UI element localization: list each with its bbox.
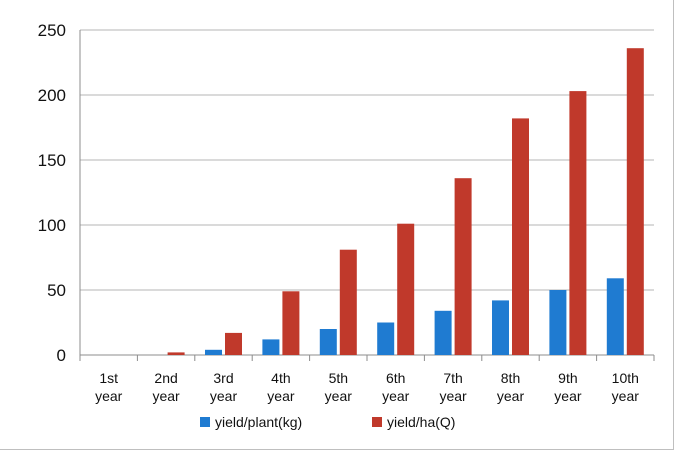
y-tick-label: 150	[38, 151, 66, 170]
bar-ha	[454, 178, 472, 355]
x-tick-label: 9th year	[554, 370, 582, 404]
bar-plant	[549, 290, 567, 355]
legend-label: yield/ha(Q)	[387, 414, 455, 430]
bar-ha	[569, 91, 587, 355]
x-tick-labels: 1st year 2nd year 3rd year 4th year 5th year 6th ye…	[95, 370, 639, 404]
bar-plant	[492, 300, 509, 355]
x-tick-label: 6th year	[382, 370, 410, 404]
y-tick-label: 200	[38, 86, 66, 105]
x-tick-label: 2nd year	[152, 370, 180, 404]
y-tick-label: 250	[38, 21, 66, 40]
y-tick-labels: 0 50 100 150 200 250	[38, 21, 66, 365]
legend: yield/plant(kg) yield/ha(Q)	[200, 414, 455, 430]
x-tick-label: 8th year	[497, 370, 525, 404]
x-tick-label: 3rd year	[210, 370, 238, 404]
bar-ha	[339, 249, 357, 355]
x-tick-label: 7th year	[439, 370, 467, 404]
legend-swatch	[372, 417, 382, 427]
bar-plant	[205, 349, 222, 355]
x-tick-label: 10th year	[612, 370, 640, 404]
bar-ha	[512, 118, 529, 356]
bar-plant	[319, 329, 337, 355]
y-tick-label: 50	[47, 281, 66, 300]
bar-ha	[626, 48, 644, 355]
bar-plant	[262, 339, 280, 355]
bar-plant	[377, 322, 395, 355]
x-tick-label: 4th year	[267, 370, 295, 404]
bar-ha	[167, 352, 185, 355]
bar-ha	[397, 223, 415, 355]
axes	[79, 30, 655, 361]
bar-plant	[434, 310, 452, 355]
bar-ha	[225, 332, 242, 355]
y-tick-label: 0	[57, 346, 66, 365]
legend-label: yield/plant(kg)	[215, 414, 302, 430]
legend-swatch	[200, 417, 210, 427]
y-tick-label: 100	[38, 216, 66, 235]
x-tick-label: 5th year	[325, 370, 353, 404]
bar-ha	[282, 291, 300, 355]
bar-plant	[606, 278, 624, 355]
x-tick-label: 1st year	[95, 370, 123, 404]
gridlines	[80, 29, 654, 291]
bars	[167, 48, 644, 356]
